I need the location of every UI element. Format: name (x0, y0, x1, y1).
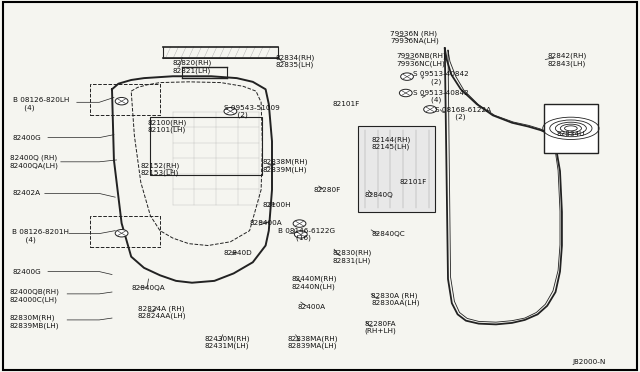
Text: 82830A (RH)
82830AA(LH): 82830A (RH) 82830AA(LH) (371, 292, 420, 307)
Text: 82834U: 82834U (557, 131, 585, 137)
Text: B 08146-6122G
        (16): B 08146-6122G (16) (278, 228, 335, 241)
Circle shape (399, 89, 412, 97)
Text: 82144(RH)
82145(LH): 82144(RH) 82145(LH) (371, 136, 410, 150)
Text: J82000-N: J82000-N (573, 359, 606, 365)
Text: 82830M(RH)
82839MB(LH): 82830M(RH) 82839MB(LH) (10, 315, 59, 329)
Text: 82400Q (RH)
82400QA(LH): 82400Q (RH) 82400QA(LH) (10, 155, 58, 169)
Text: 82838MA(RH)
82839MA(LH): 82838MA(RH) 82839MA(LH) (288, 335, 339, 349)
Text: B 08126-8201H
      (4): B 08126-8201H (4) (12, 230, 68, 243)
Text: 82824A (RH)
82824AA(LH): 82824A (RH) 82824AA(LH) (138, 305, 186, 320)
Bar (358, 126, 435, 212)
Bar (90, 216, 160, 247)
Text: 82840QC: 82840QC (371, 231, 405, 237)
Text: 82834(RH)
82835(LH): 82834(RH) 82835(LH) (275, 54, 314, 68)
Text: 82430M(RH)
82431M(LH): 82430M(RH) 82431M(LH) (205, 335, 250, 349)
Text: S 08168-6122A
         (2): S 08168-6122A (2) (435, 107, 492, 120)
Text: 82840Q: 82840Q (365, 192, 394, 198)
Text: 82400A: 82400A (298, 304, 326, 310)
Text: 82842(RH)
82843(LH): 82842(RH) 82843(LH) (547, 52, 586, 67)
Text: 82838M(RH)
82839M(LH): 82838M(RH) 82839M(LH) (262, 158, 308, 173)
Text: S 09513-40842
        (4): S 09513-40842 (4) (413, 90, 468, 103)
Text: 82400G: 82400G (13, 269, 42, 275)
Text: 82152(RH)
82153(LH): 82152(RH) 82153(LH) (141, 162, 180, 176)
Text: 82840QA: 82840QA (131, 285, 165, 291)
Text: 828400A: 828400A (250, 220, 282, 226)
Text: S 09543-51009
      (2): S 09543-51009 (2) (224, 105, 280, 118)
Text: 82100H: 82100H (262, 202, 291, 208)
Text: 82400G: 82400G (13, 135, 42, 141)
Circle shape (293, 220, 306, 227)
Text: 82402A: 82402A (13, 190, 41, 196)
Text: 82101F: 82101F (333, 101, 360, 107)
Text: 82830(RH)
82831(LH): 82830(RH) 82831(LH) (333, 250, 372, 264)
Text: 79936NB(RH)
79936NC(LH): 79936NB(RH) 79936NC(LH) (397, 52, 447, 67)
Text: 82101F: 82101F (400, 179, 428, 185)
Bar (150, 117, 262, 175)
Circle shape (224, 108, 237, 115)
Text: S 09513-40842
        (2): S 09513-40842 (2) (413, 71, 468, 85)
Circle shape (115, 230, 128, 237)
Text: 82280F: 82280F (314, 187, 341, 193)
Text: 82820(RH)
82821(LH): 82820(RH) 82821(LH) (173, 60, 212, 74)
Circle shape (115, 97, 128, 105)
Text: 82440M(RH)
82440N(LH): 82440M(RH) 82440N(LH) (291, 276, 337, 290)
Text: 79936N (RH)
79936NA(LH): 79936N (RH) 79936NA(LH) (390, 30, 439, 44)
Text: B 08126-820LH
     (4): B 08126-820LH (4) (13, 97, 69, 111)
Text: 82100(RH)
82101(LH): 82100(RH) 82101(LH) (147, 119, 186, 134)
Bar (90, 84, 160, 115)
Text: 82840D: 82840D (224, 250, 253, 256)
Text: 82280FA
(RH+LH): 82280FA (RH+LH) (365, 321, 397, 334)
Circle shape (294, 231, 307, 238)
Bar (544, 104, 598, 153)
Circle shape (424, 106, 436, 113)
Text: 82400QB(RH)
824000C(LH): 82400QB(RH) 824000C(LH) (10, 289, 60, 303)
Circle shape (401, 73, 413, 80)
